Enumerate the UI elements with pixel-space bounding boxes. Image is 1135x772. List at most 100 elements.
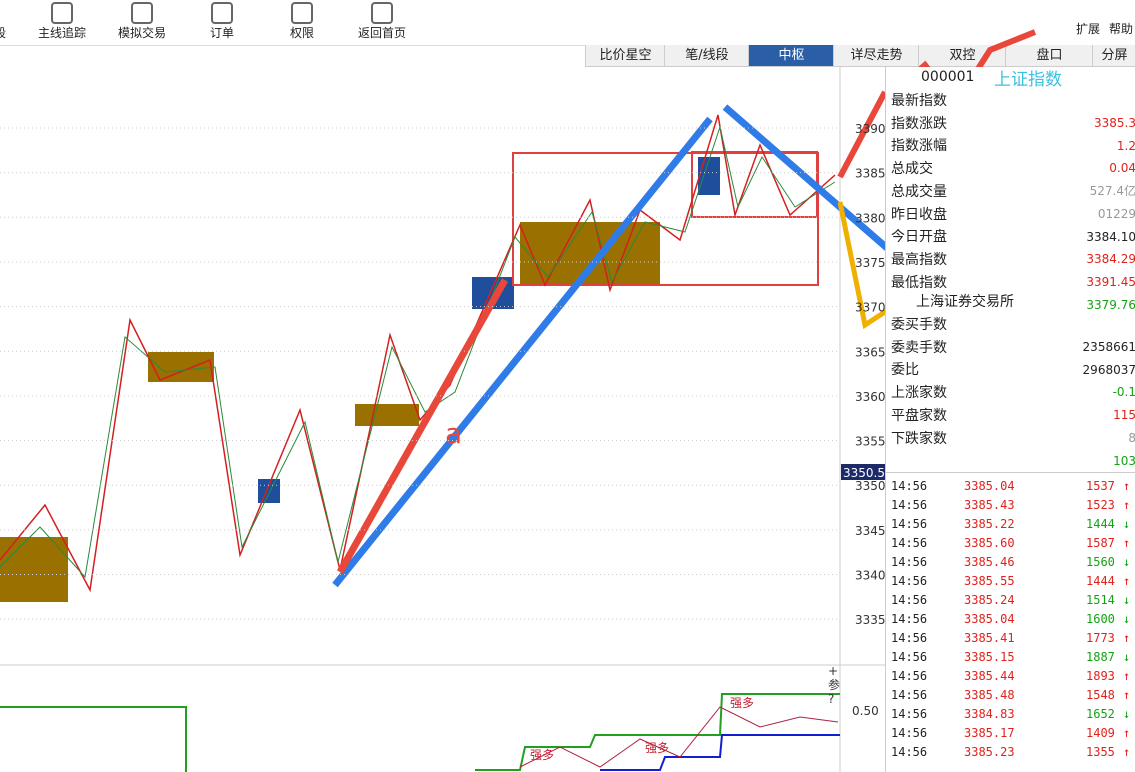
tab[interactable]: 双控	[918, 45, 1006, 66]
tick-arrow: ↑	[1123, 498, 1131, 512]
sub-line	[519, 706, 839, 768]
tick-arrow: ↓	[1123, 612, 1131, 626]
quote-row: 总成交量 01229	[891, 181, 1135, 221]
tick-row: 14:56 3385.22 1444 ↓	[891, 515, 1135, 534]
tick-price: 3385.55	[964, 574, 1015, 588]
tick-volume: 1560	[1086, 555, 1115, 569]
quote-row: 委比 -0.1	[891, 359, 1135, 399]
quote-panel: 000001 上证指数 最新指数 3385.3 指数涨跌 1.2 指数涨幅 0.04 总成交 52…	[885, 67, 1135, 772]
tick-time: 14:56	[891, 669, 928, 683]
toolbar-button[interactable]: 返回首页	[357, 26, 407, 40]
tick-volume: 1548	[1086, 688, 1115, 702]
toolbar-button[interactable]: 帮助	[1108, 22, 1134, 36]
tick-row: 14:56 3385.24 1514 ↓	[891, 591, 1135, 610]
quote-row: 总成交 527.4亿	[891, 158, 1135, 198]
tab[interactable]: 中枢	[748, 45, 834, 66]
toolbar-icon[interactable]	[371, 2, 393, 24]
tick-arrow: ↓	[1123, 517, 1131, 531]
stock-name: 上证指数	[994, 70, 1062, 90]
tick-arrow: ↑	[1123, 479, 1131, 493]
tick-price: 3385.46	[964, 555, 1015, 569]
tick-price: 3385.60	[964, 536, 1015, 550]
quote-label: 下跌家数	[891, 430, 947, 447]
tick-volume: 1444	[1086, 574, 1115, 588]
tick-row: 14:56 3385.15 1887 ↓	[891, 648, 1135, 667]
quote-row: 最新指数 3385.3	[891, 90, 1135, 130]
exchange-name: 上海证券交易所	[916, 294, 1014, 310]
quote-value: 527.4亿	[1089, 184, 1135, 199]
annotation-arrow	[332, 116, 713, 588]
quote-value: 3391.45	[1086, 274, 1135, 289]
tick-price: 3385.48	[964, 688, 1015, 702]
toolbar-icon[interactable]	[131, 2, 153, 24]
quote-label: 委卖手数	[891, 339, 947, 356]
tick-time: 14:56	[891, 479, 928, 493]
pivot-box	[698, 157, 720, 195]
quote-row: 平盘家数 8	[891, 405, 1135, 445]
price-label: 3360	[855, 390, 885, 404]
tick-price: 3385.04	[964, 479, 1015, 493]
toolbar-icon[interactable]	[291, 2, 313, 24]
quote-label: 最高指数	[891, 251, 947, 268]
price-line	[0, 114, 836, 593]
tick-price: 3385.22	[964, 517, 1015, 531]
toolbar-icon[interactable]	[51, 2, 73, 24]
tick-price: 3385.17	[964, 726, 1015, 740]
price-label: 3365	[855, 345, 885, 359]
toolbar-button[interactable]: 主线追踪	[37, 26, 87, 40]
price-label: 3385	[855, 167, 885, 181]
quote-value: 01229	[1097, 206, 1135, 221]
tick-row: 14:56 3385.04 1600 ↓	[891, 610, 1135, 629]
signal-label: 强多	[645, 741, 669, 755]
tick-volume: 1444	[1086, 517, 1115, 531]
pivot-box	[355, 404, 419, 426]
tick-price: 3384.83	[964, 707, 1015, 721]
annotation-arrow	[837, 201, 885, 330]
tick-volume: 1355	[1086, 745, 1115, 759]
toolbar-button[interactable]: 扩展	[1075, 22, 1101, 36]
tick-volume: 1893	[1086, 669, 1115, 683]
tick-time: 14:56	[891, 726, 928, 740]
stock-code: 000001	[921, 69, 975, 85]
tick-row: 14:56 3385.46 1560 ↓	[891, 553, 1135, 572]
quote-label: 总成交量	[891, 183, 947, 200]
price-label: 3380	[855, 211, 885, 225]
quote-value: 8	[1128, 430, 1135, 445]
quote-row: 委买手数 2358661	[891, 314, 1135, 354]
toolbar-button[interactable]: 模拟交易	[117, 26, 167, 40]
tick-arrow: ↓	[1123, 707, 1131, 721]
tick-time: 14:56	[891, 650, 928, 664]
toolbar-icon[interactable]	[211, 2, 233, 24]
tick-price: 3385.44	[964, 669, 1015, 683]
tick-volume: 1600	[1086, 612, 1115, 626]
quote-label: 平盘家数	[891, 407, 947, 424]
quote-value: 1.2	[1116, 138, 1135, 153]
tab[interactable]: 详尽走势	[833, 45, 919, 66]
toolbar-button[interactable]: 段	[0, 24, 6, 41]
sub-axis-label: 0.50	[852, 704, 879, 718]
price-label: 3375	[855, 256, 885, 270]
tab[interactable]: 比价星空	[585, 45, 665, 66]
toolbar-button[interactable]: 订单	[209, 26, 235, 40]
toolbar-button[interactable]: 权限	[289, 26, 315, 40]
tab[interactable]: 笔/线段	[664, 45, 749, 66]
price-label: 3370	[855, 301, 885, 315]
quote-label: 指数涨跌	[891, 115, 947, 132]
tick-time: 14:56	[891, 498, 928, 512]
price-label: 3345	[855, 524, 885, 538]
quote-label: 委买手数	[891, 317, 947, 333]
quote-row: 下跌家数 103	[891, 428, 1135, 468]
current-price: 3350.5	[843, 466, 885, 480]
tab[interactable]: 盘口	[1005, 45, 1093, 66]
quote-row: 昨日收盘 3384.10	[891, 204, 1135, 244]
quote-row: 指数涨跌 1.2	[891, 113, 1135, 153]
quote-value: 103	[1113, 453, 1135, 468]
quote-value: -0.1	[1112, 385, 1135, 400]
tab[interactable]: 分屏	[1092, 45, 1135, 66]
tick-arrow: ↓	[1123, 593, 1131, 607]
tick-time: 14:56	[891, 707, 928, 721]
quote-label: 委比	[891, 362, 919, 379]
annotation-arrow	[722, 104, 885, 251]
tick-volume: 1773	[1086, 631, 1115, 645]
